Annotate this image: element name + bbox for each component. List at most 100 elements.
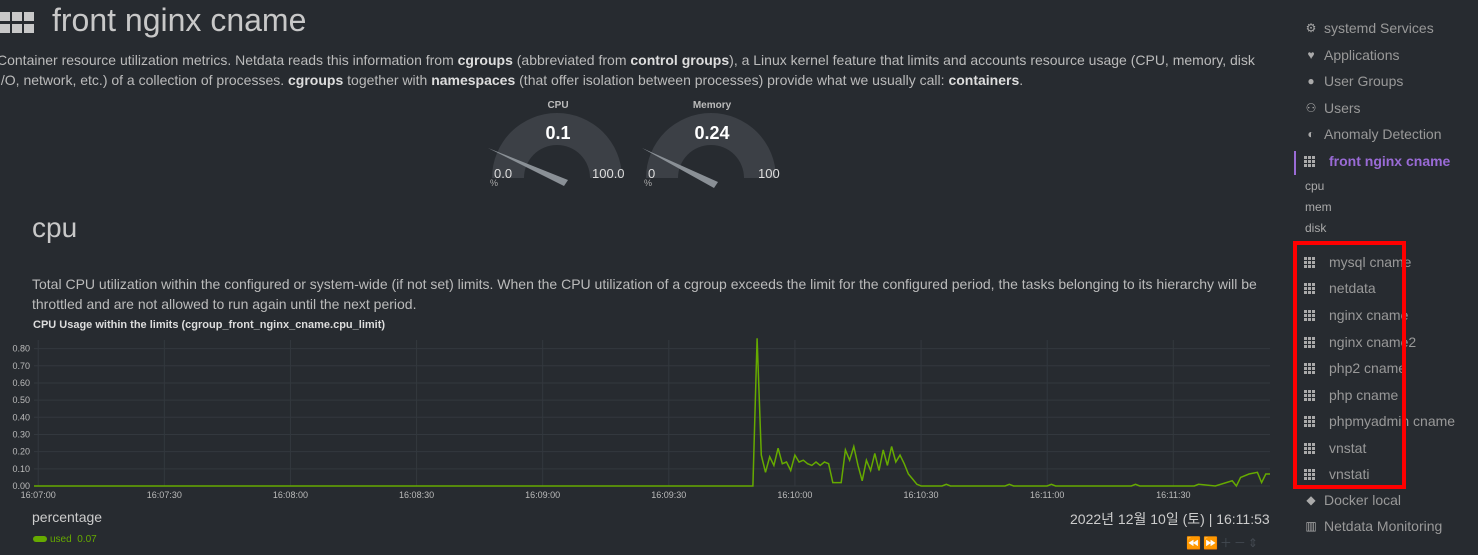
sidebar-container-3[interactable]: nginx cname2 xyxy=(1304,334,1416,350)
sidebar-bottom-0[interactable]: ◆ Docker local xyxy=(1304,492,1401,508)
sidebar-item-1[interactable]: ♥ Applications xyxy=(1304,47,1400,63)
sidebar-item-2[interactable]: ● User Groups xyxy=(1304,73,1403,89)
sidebar-item-label: User Groups xyxy=(1324,73,1404,89)
sidebar-sub-mem[interactable]: mem xyxy=(1305,200,1332,214)
memory-gauge-label: Memory xyxy=(692,100,732,111)
x-tick-label: 16:09:30 xyxy=(651,490,686,500)
chart-toolbox[interactable]: ⏪⏩＋－⇕ xyxy=(1186,536,1260,550)
sidebar-container-5[interactable]: php cname xyxy=(1304,387,1398,403)
memory-gauge-min: 0 xyxy=(648,166,656,181)
y-tick-label: 0.20 xyxy=(12,447,30,457)
cpu-gauge-value: 0.1 xyxy=(545,123,571,143)
sidebar-item-label: mysql cname xyxy=(1329,254,1412,270)
sidebar-item-label: php cname xyxy=(1329,387,1399,403)
x-tick-label: 16:11:30 xyxy=(1156,490,1190,500)
sidebar-item-label: Users xyxy=(1324,100,1361,116)
x-tick-label: 16:08:30 xyxy=(399,490,434,500)
sidebar-item-label: php2 cname xyxy=(1329,360,1407,376)
grid-icon xyxy=(1304,415,1315,427)
sidebar-item-0[interactable]: ⚙ systemd Services xyxy=(1304,20,1434,36)
sidebar-active-indicator xyxy=(1294,151,1296,175)
section-title: cpu xyxy=(32,212,78,243)
users-icon: ⚇ xyxy=(1305,101,1317,115)
cpu-gauge-arc xyxy=(488,113,622,186)
page-grid-icon xyxy=(0,12,34,39)
x-tick-label: 16:11:00 xyxy=(1030,490,1064,500)
sidebar-item-label: Netdata Monitoring xyxy=(1324,518,1443,534)
y-tick-label: 0.30 xyxy=(12,429,30,439)
sidebar-item-label: phpmyadmin cname xyxy=(1329,413,1456,429)
x-tick-label: 16:10:30 xyxy=(904,490,939,500)
y-tick-label: 0.00 xyxy=(12,481,30,491)
y-tick-label: 0.80 xyxy=(12,344,30,354)
memory-gauge-max: 100 xyxy=(758,166,780,181)
memory-gauge[interactable]: Memory 0.24 0 100 % xyxy=(636,98,786,193)
sidebar-container-6[interactable]: phpmyadmin cname xyxy=(1304,413,1455,429)
sidebar-item-label: Docker local xyxy=(1324,492,1402,508)
legend-used[interactable]: used 0.07 xyxy=(50,534,97,545)
grid-icon xyxy=(1304,442,1315,454)
sidebar-item-4[interactable]: ◐ Anomaly Detection xyxy=(1304,126,1442,142)
sidebar-item-label: netdata xyxy=(1329,280,1376,296)
sidebar-item-label: front nginx cname xyxy=(1329,153,1451,169)
memory-gauge-value: 0.24 xyxy=(694,123,730,143)
sidebar-container-0[interactable]: mysql cname xyxy=(1304,254,1411,270)
sidebar-container-7[interactable]: vnstat xyxy=(1304,440,1366,456)
grid-icon xyxy=(1304,282,1315,294)
bar-chart-icon: ▥ xyxy=(1305,519,1317,533)
y-tick-label: 0.10 xyxy=(12,464,30,474)
grid-icon xyxy=(1304,468,1315,480)
cpu-gauge-label: CPU xyxy=(547,100,569,111)
sidebar-item-label: nginx cname2 xyxy=(1329,334,1417,350)
cpu-gauge-unit: % xyxy=(490,178,499,188)
grid-icon xyxy=(1304,256,1315,268)
memory-gauge-unit: % xyxy=(644,178,653,188)
legend-used-value: 0.07 xyxy=(77,534,97,545)
sidebar-bottom-1[interactable]: ▥ Netdata Monitoring xyxy=(1304,518,1442,534)
sidebar-sub-disk[interactable]: disk xyxy=(1305,221,1327,235)
cpu-gauge-needle xyxy=(488,148,568,186)
chart-units: percentage xyxy=(32,509,103,525)
sidebar-container-1[interactable]: netdata xyxy=(1304,280,1376,296)
cpu-gauge[interactable]: CPU 0.1 0.0 100.0 % xyxy=(482,98,632,193)
legend-swatch-used[interactable] xyxy=(33,536,47,542)
grid-icon xyxy=(1304,309,1315,321)
chart-title: CPU Usage within the limits (cgroup_fron… xyxy=(33,319,386,331)
heartbeat-icon: ♥ xyxy=(1307,48,1315,62)
cpu-gauge-max: 100.0 xyxy=(592,166,625,181)
sidebar-container-4[interactable]: php2 cname xyxy=(1304,360,1406,376)
sidebar-item-label: vnstat xyxy=(1329,440,1367,456)
sidebar-container-2[interactable]: nginx cname xyxy=(1304,307,1408,323)
highlight-box xyxy=(1293,241,1406,489)
x-tick-label: 16:07:30 xyxy=(147,490,182,500)
grid-icon xyxy=(1304,389,1315,401)
memory-gauge-arc xyxy=(642,113,776,188)
sidebar-item-3[interactable]: ⚇ Users xyxy=(1304,100,1361,116)
grid-icon xyxy=(1304,155,1315,167)
sidebar-item-label: Applications xyxy=(1324,47,1400,63)
sidebar-item-label: Anomaly Detection xyxy=(1324,126,1442,142)
sidebar-sub-cpu[interactable]: cpu xyxy=(1305,179,1325,193)
sidebar-item-front-nginx-cname[interactable]: front nginx cname xyxy=(1304,153,1450,169)
sidebar-container-8[interactable]: vnstati xyxy=(1304,466,1369,482)
section-description: Total CPU utilization within the configu… xyxy=(32,276,1257,312)
x-tick-label: 16:10:00 xyxy=(777,490,812,500)
gears-icon: ⚙ xyxy=(1305,21,1317,35)
series-line-used xyxy=(34,338,1270,488)
y-tick-label: 0.50 xyxy=(12,395,30,405)
brain-icon: ◐ xyxy=(1307,127,1315,141)
cpu-gauge-min: 0.0 xyxy=(494,166,513,181)
y-tick-label: 0.60 xyxy=(12,378,30,388)
cube-icon: ◆ xyxy=(1306,493,1316,507)
sidebar-item-label: vnstati xyxy=(1329,466,1370,482)
x-tick-label: 16:07:00 xyxy=(21,490,56,500)
y-tick-label: 0.40 xyxy=(12,412,30,422)
cpu-usage-chart[interactable]: 0.00 0.10 0.20 0.30 0.40 0.50 0.60 0.70 0.80 16:0… xyxy=(0,330,1275,500)
page-title: front nginx cname xyxy=(52,2,307,38)
grid-icon xyxy=(1304,362,1315,374)
memory-gauge-needle xyxy=(642,148,718,188)
legend-used-name: used xyxy=(50,534,72,545)
intro-text: Container resource utilization metrics. … xyxy=(0,52,1255,88)
grid-icon xyxy=(1304,336,1315,348)
sidebar-item-label: nginx cname xyxy=(1329,307,1409,323)
